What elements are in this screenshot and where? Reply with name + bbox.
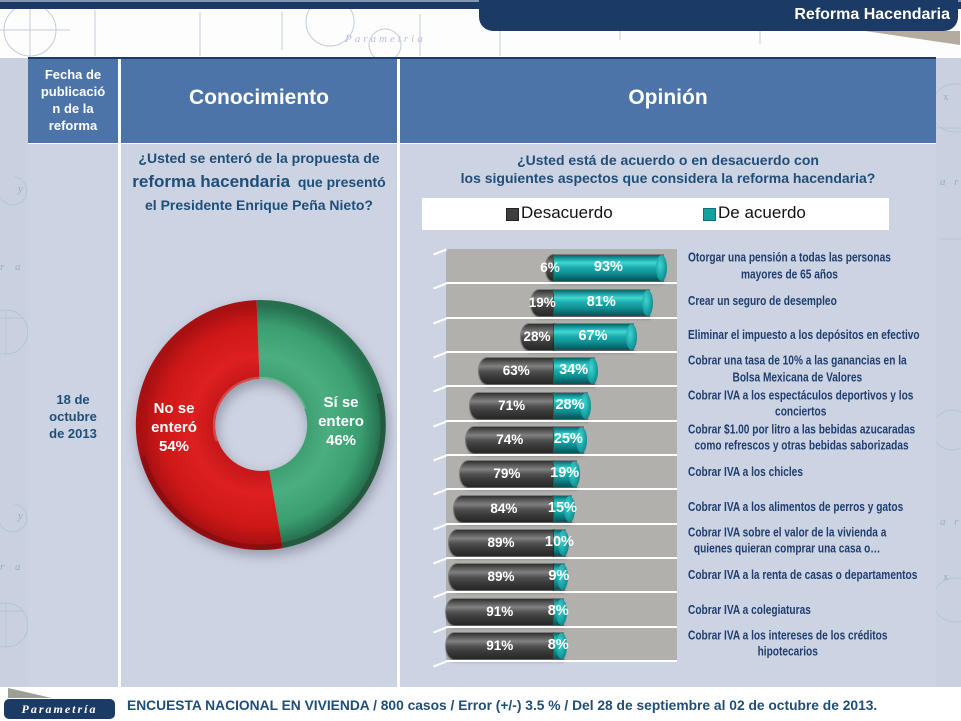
svg-text:x: x xyxy=(943,91,949,103)
svg-text:x: x xyxy=(943,571,949,583)
svg-text:y: y xyxy=(17,510,23,522)
svg-text:a r a: a r a xyxy=(940,176,961,188)
svg-text:a r a: a r a xyxy=(940,516,961,528)
svg-text:y: y xyxy=(17,183,23,195)
svg-text:Parametria: Parametria xyxy=(344,33,426,45)
